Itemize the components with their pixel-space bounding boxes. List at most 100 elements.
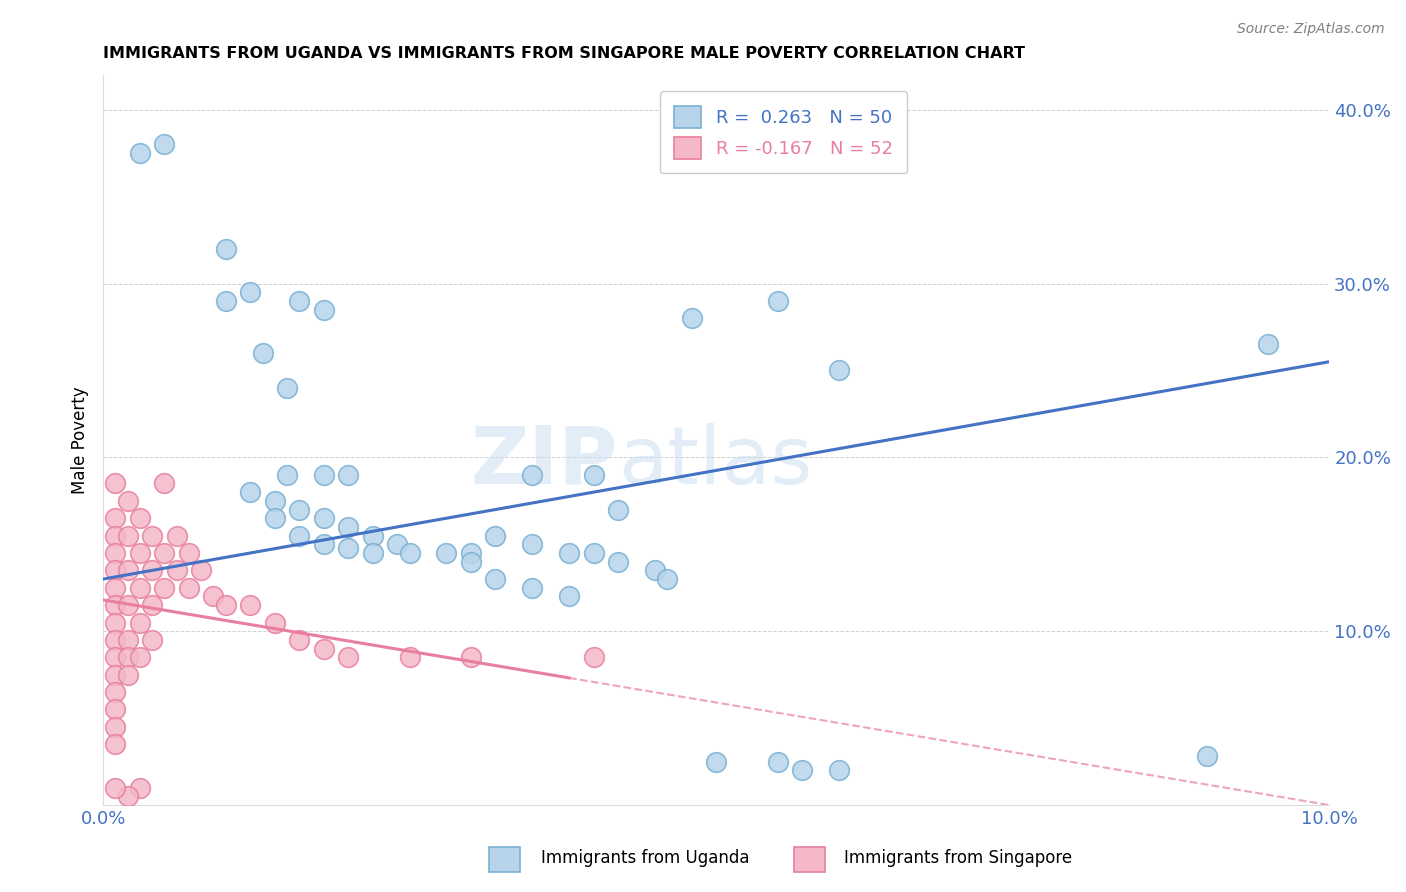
Point	[117, 598, 139, 612]
Point	[312, 511, 335, 525]
Point	[104, 563, 127, 577]
Point	[582, 650, 605, 665]
Point	[141, 528, 163, 542]
Point	[117, 493, 139, 508]
Point	[104, 598, 127, 612]
Point	[153, 581, 176, 595]
Point	[117, 789, 139, 804]
Point	[312, 537, 335, 551]
Point	[104, 650, 127, 665]
Text: ZIP: ZIP	[471, 423, 619, 501]
Point	[129, 650, 152, 665]
Point	[337, 541, 360, 555]
Point	[263, 615, 285, 630]
Point	[177, 546, 200, 560]
Point	[129, 780, 152, 795]
Point	[522, 537, 544, 551]
Point	[460, 546, 482, 560]
Point	[104, 546, 127, 560]
Point	[276, 467, 298, 482]
Point	[117, 632, 139, 647]
Point	[166, 528, 188, 542]
Point	[252, 346, 274, 360]
Point	[1195, 749, 1218, 764]
Point	[312, 467, 335, 482]
Point	[117, 563, 139, 577]
Text: Immigrants from Uganda: Immigrants from Uganda	[541, 849, 749, 867]
Point	[263, 511, 285, 525]
Text: Immigrants from Singapore: Immigrants from Singapore	[844, 849, 1071, 867]
Point	[141, 632, 163, 647]
Point	[276, 381, 298, 395]
Text: IMMIGRANTS FROM UGANDA VS IMMIGRANTS FROM SINGAPORE MALE POVERTY CORRELATION CHA: IMMIGRANTS FROM UGANDA VS IMMIGRANTS FRO…	[103, 46, 1025, 62]
Point	[337, 467, 360, 482]
Point	[288, 632, 311, 647]
Point	[215, 242, 238, 256]
Point	[129, 146, 152, 161]
Point	[558, 590, 581, 604]
Point	[104, 702, 127, 716]
Point	[129, 615, 152, 630]
Point	[828, 363, 851, 377]
Point	[117, 528, 139, 542]
Point	[337, 520, 360, 534]
Point	[129, 546, 152, 560]
Point	[436, 546, 458, 560]
Point	[166, 563, 188, 577]
Point	[153, 546, 176, 560]
Point	[104, 476, 127, 491]
Point	[141, 598, 163, 612]
Point	[522, 467, 544, 482]
Point	[657, 572, 679, 586]
Point	[828, 764, 851, 778]
Point	[704, 755, 727, 769]
Point	[104, 667, 127, 681]
Point	[117, 667, 139, 681]
Point	[766, 755, 789, 769]
Point	[522, 581, 544, 595]
Point	[337, 650, 360, 665]
Point	[288, 528, 311, 542]
Point	[607, 502, 630, 516]
Point	[644, 563, 666, 577]
Point	[239, 485, 262, 500]
Point	[263, 493, 285, 508]
Point	[239, 598, 262, 612]
Point	[607, 555, 630, 569]
Point	[129, 581, 152, 595]
Point	[398, 650, 420, 665]
Point	[361, 546, 384, 560]
Point	[104, 685, 127, 699]
Point	[141, 563, 163, 577]
Point	[104, 528, 127, 542]
Point	[387, 537, 409, 551]
Point	[681, 311, 703, 326]
Point	[153, 476, 176, 491]
Point	[117, 650, 139, 665]
Point	[129, 511, 152, 525]
Point	[1257, 337, 1279, 351]
Y-axis label: Male Poverty: Male Poverty	[72, 386, 89, 494]
Point	[104, 780, 127, 795]
Point	[484, 572, 506, 586]
Legend: R =  0.263   N = 50, R = -0.167   N = 52: R = 0.263 N = 50, R = -0.167 N = 52	[659, 91, 907, 173]
Point	[202, 590, 225, 604]
Point	[790, 764, 813, 778]
Point	[104, 615, 127, 630]
Point	[558, 546, 581, 560]
Point	[460, 650, 482, 665]
Point	[460, 555, 482, 569]
Point	[288, 293, 311, 308]
Point	[215, 293, 238, 308]
Point	[104, 511, 127, 525]
Point	[582, 467, 605, 482]
Point	[582, 546, 605, 560]
Point	[104, 720, 127, 734]
Point	[190, 563, 212, 577]
Text: Source: ZipAtlas.com: Source: ZipAtlas.com	[1237, 22, 1385, 37]
Point	[398, 546, 420, 560]
Point	[239, 285, 262, 300]
Point	[288, 502, 311, 516]
Point	[312, 641, 335, 656]
Point	[104, 581, 127, 595]
